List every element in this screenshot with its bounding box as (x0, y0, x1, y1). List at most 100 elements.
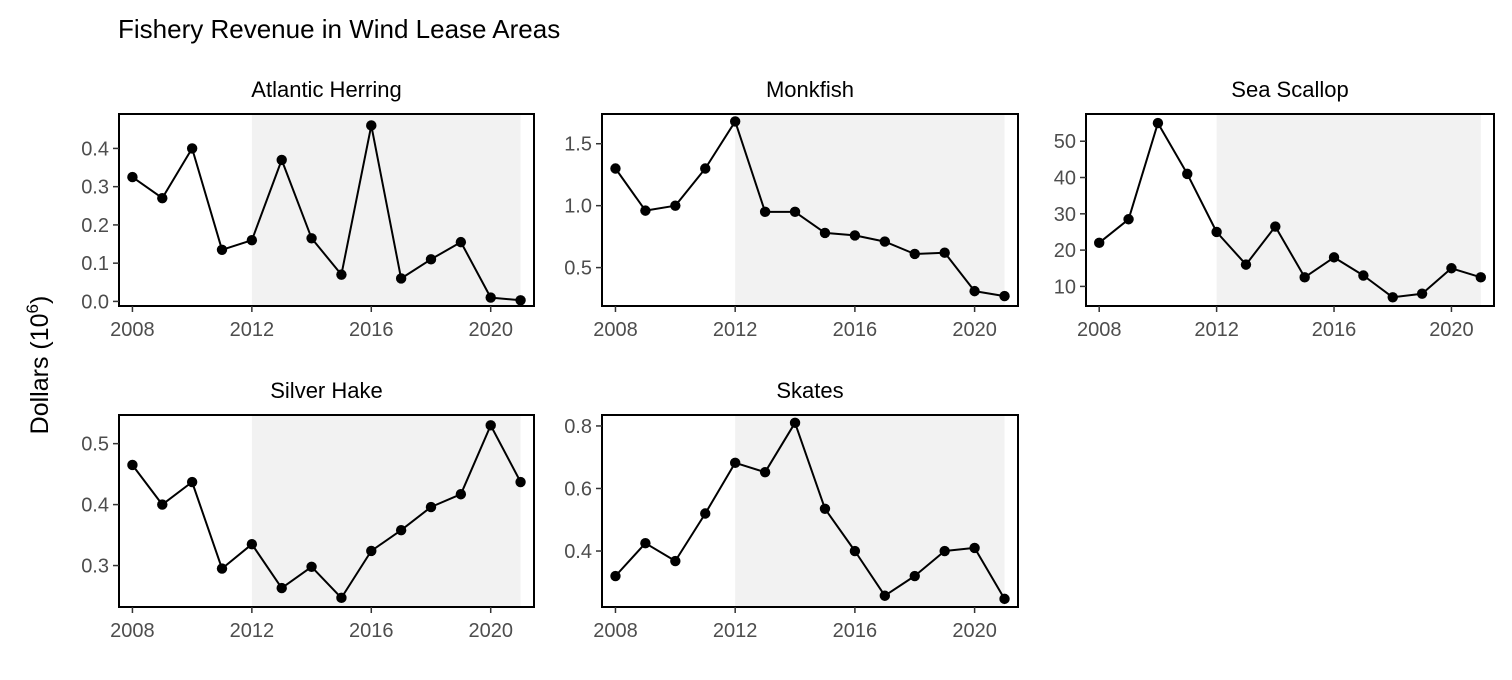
data-point (610, 570, 621, 582)
data-point (939, 247, 950, 258)
data-point (1270, 221, 1281, 232)
panel-title: Silver Hake (270, 378, 382, 403)
data-point (1299, 272, 1310, 283)
data-point (1182, 168, 1193, 180)
x-tick-label: 2016 (1312, 319, 1357, 341)
x-tick-label: 2012 (230, 620, 275, 642)
data-point (216, 244, 228, 255)
y-axis-label-base: Dollars (10 (26, 313, 54, 434)
data-point (700, 508, 711, 519)
shaded-region (251, 114, 521, 306)
data-point (1446, 263, 1457, 274)
shaded-region (735, 415, 1005, 607)
data-point (819, 503, 831, 515)
y-axis-label: Dollars (106) (23, 296, 54, 435)
y-tick-label: 40 (1054, 168, 1076, 190)
y-tick-label: 0.0 (81, 291, 109, 313)
x-tick-label: 2020 (468, 620, 513, 642)
x-tick-label: 2020 (468, 319, 513, 341)
panels-group: Atlantic Herring 0.0 0.1 0.2 0.3 0.4 2008 2012 2… (81, 77, 1495, 642)
panel-border (1085, 113, 1495, 307)
data-point (366, 545, 377, 557)
data-point (1240, 259, 1252, 270)
panel-title: Sea Scallop (1231, 77, 1348, 102)
panel-title: Monkfish (766, 77, 854, 102)
x-tick-label: 2016 (349, 620, 394, 642)
x-tick-label: 2008 (110, 620, 155, 642)
x-tick-label: 2012 (1194, 319, 1239, 341)
data-point (425, 254, 437, 265)
y-tick-label: 1.5 (564, 134, 592, 156)
series-line (614, 421, 1006, 600)
x-tick-label: 2008 (1077, 319, 1122, 341)
y-tick-label: 10 (1054, 276, 1076, 298)
data-point (819, 227, 831, 239)
data-point (969, 542, 980, 554)
panel-border (118, 414, 535, 608)
data-point (246, 235, 258, 246)
panel-atlantic-herring: Atlantic Herring 0.0 0.1 0.2 0.3 0.4 2008 2012 2… (81, 77, 535, 341)
panel-monkfish: Monkfish 0.5 1.0 1.5 2008 2012 2016 2020 (564, 77, 1019, 341)
x-tick-label: 2020 (952, 319, 997, 341)
x-tick-label: 2016 (833, 319, 878, 341)
data-point (127, 459, 138, 471)
data-point (186, 476, 198, 488)
data-point (1123, 214, 1134, 225)
x-tick-label: 2016 (833, 620, 878, 642)
data-point (276, 582, 287, 594)
x-tick-label: 2020 (1429, 319, 1474, 341)
data-point (969, 285, 980, 297)
data-point (909, 248, 920, 260)
data-point (216, 563, 228, 574)
data-point (999, 593, 1010, 605)
panel-border (601, 113, 1019, 307)
data-point (759, 206, 771, 218)
y-tick-label: 1.0 (564, 196, 592, 218)
chart-title: Fishery Revenue in Wind Lease Areas (118, 14, 560, 44)
x-tick-label: 2012 (713, 319, 758, 341)
x-tick-label: 2008 (110, 319, 155, 341)
x-tick-label: 2008 (593, 319, 638, 341)
data-point (425, 501, 437, 513)
data-point (849, 230, 861, 241)
data-point (306, 561, 317, 572)
y-tick-label: 20 (1054, 240, 1076, 262)
data-point (1094, 237, 1105, 249)
data-point (610, 163, 621, 174)
data-point (759, 467, 771, 478)
data-point (1211, 226, 1222, 238)
panel-title: Atlantic Herring (251, 77, 401, 102)
data-point (485, 420, 496, 431)
data-point (1152, 117, 1164, 129)
series-line (131, 124, 521, 302)
series-line (131, 424, 522, 599)
data-point (1358, 270, 1369, 281)
panel-border (118, 113, 535, 307)
data-point (515, 476, 526, 488)
y-tick-label: 0.2 (81, 215, 109, 237)
y-tick-label: 0.4 (564, 541, 592, 563)
data-point (789, 206, 801, 218)
data-point (246, 539, 258, 550)
data-point (157, 499, 168, 510)
data-point (879, 236, 891, 247)
data-point (276, 154, 287, 166)
x-tick-label: 2020 (952, 620, 997, 642)
data-point (1475, 272, 1486, 283)
data-point (366, 120, 377, 131)
data-point (939, 545, 950, 557)
shaded-region (1216, 114, 1481, 306)
y-tick-label: 0.5 (564, 258, 592, 280)
y-axis-label-exponent: 6 (23, 304, 42, 313)
panel-border (601, 414, 1019, 608)
data-point (1416, 288, 1428, 299)
data-point (640, 205, 651, 216)
data-point (336, 269, 347, 280)
shaded-region (251, 415, 521, 607)
y-tick-label: 0.5 (81, 434, 109, 456)
panel-skates: Skates 0.4 0.6 0.8 2008 2012 2016 2020 (564, 378, 1019, 642)
data-point (670, 200, 681, 211)
data-point (909, 570, 920, 582)
data-point (1328, 252, 1340, 263)
